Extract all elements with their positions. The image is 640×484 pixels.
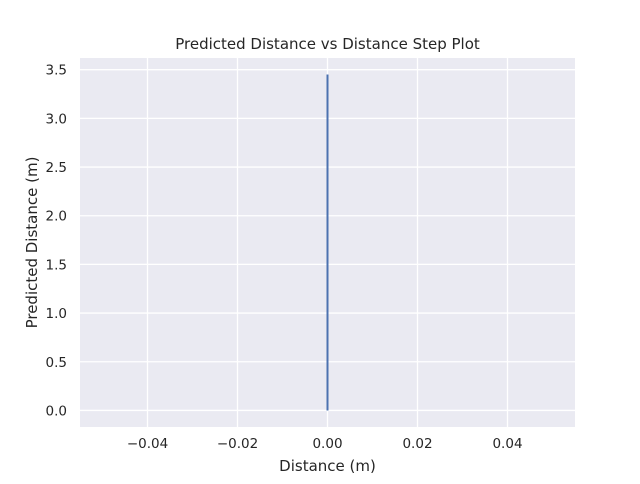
y-tick-label-0: 0.0 bbox=[46, 403, 67, 419]
y-tick-label-7: 3.5 bbox=[46, 63, 67, 79]
x-axis-label: Distance (m) bbox=[279, 457, 376, 475]
y-tick-label-3: 1.5 bbox=[46, 257, 67, 273]
x-tick-label-3: 0.02 bbox=[402, 436, 432, 452]
y-axis-label: Predicted Distance (m) bbox=[23, 157, 41, 329]
y-tick-label-5: 2.5 bbox=[46, 160, 67, 176]
chart-title: Predicted Distance vs Distance Step Plot bbox=[175, 35, 480, 53]
x-tick-label-2: 0.00 bbox=[312, 436, 342, 452]
x-tick-labels: −0.04 −0.02 0.00 0.02 0.04 bbox=[127, 436, 523, 452]
y-tick-label-2: 1.0 bbox=[46, 306, 67, 322]
x-tick-label-4: 0.04 bbox=[492, 436, 522, 452]
x-tick-label-0: −0.04 bbox=[127, 436, 168, 452]
y-tick-label-4: 2.0 bbox=[46, 209, 67, 225]
y-tick-labels: 0.0 0.5 1.0 1.5 2.0 2.5 3.0 3.5 bbox=[46, 63, 67, 420]
y-tick-label-6: 3.0 bbox=[46, 111, 67, 127]
x-tick-label-1: −0.02 bbox=[217, 436, 258, 452]
y-tick-label-1: 0.5 bbox=[46, 355, 67, 371]
